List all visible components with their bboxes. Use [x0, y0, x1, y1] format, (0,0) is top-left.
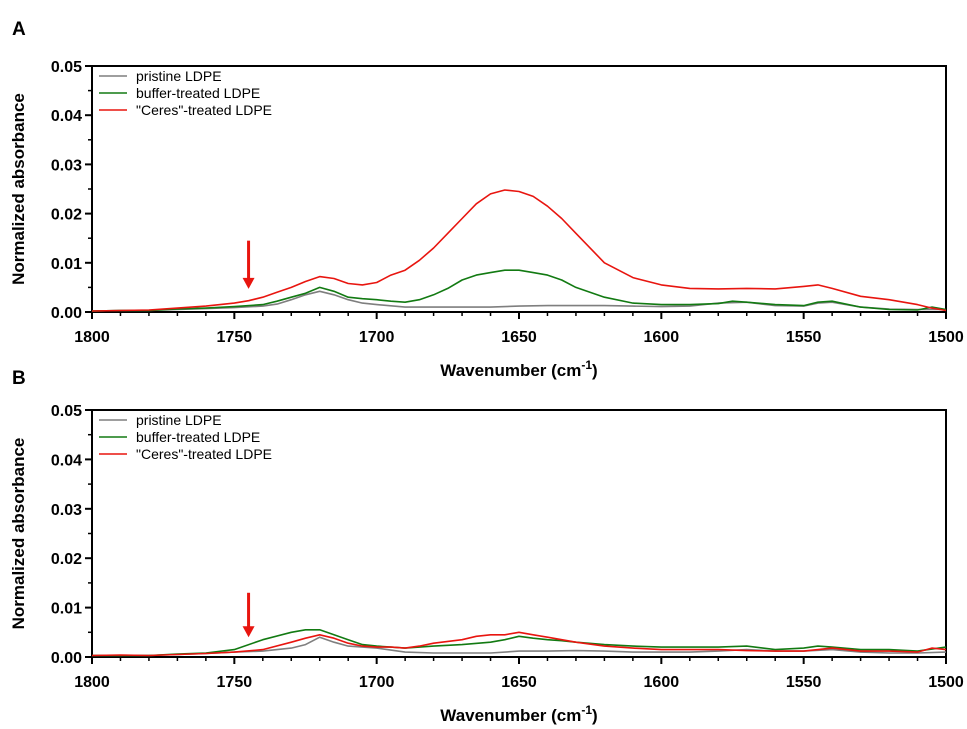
panel-a: A 0.00 0.01 0.02 0.03 0.04 0.05 1800 1750 1700 165…	[9, 19, 964, 380]
legend-label: buffer-treated LDPE	[136, 85, 260, 101]
y-axis-title: Normalized absorbance	[9, 438, 28, 630]
y-tick-label: 0.02	[51, 551, 82, 568]
y-tick-label: 0.01	[51, 256, 82, 273]
y-tick-label: 0.03	[51, 502, 82, 519]
legend-label: "Ceres"-treated LDPE	[136, 446, 272, 462]
panel-letter: B	[12, 368, 26, 389]
x-tick-label: 1700	[359, 674, 395, 691]
x-tick-label: 1650	[501, 329, 537, 346]
panel-b: B 0.00 0.01 0.02 0.03 0.04 0.05 1800 1750 1700 165…	[9, 368, 964, 725]
x-tick-label: 1800	[74, 329, 110, 346]
y-tick-label: 0.04	[51, 108, 82, 125]
y-tick-label: 0.03	[51, 157, 82, 174]
series-line-buffer-treated-ldpe	[91, 269, 947, 312]
x-tick-label: 1650	[501, 674, 537, 691]
x-tick-label: 1550	[786, 674, 822, 691]
x-axis-title: Wavenumber (cm-1)	[440, 703, 597, 725]
x-tick-label: 1600	[644, 329, 680, 346]
x-tick-label: 1600	[644, 674, 680, 691]
series-line-ceres-treated-ldpe	[91, 631, 947, 657]
panel-letter: A	[12, 19, 26, 40]
x-axis-title: Wavenumber (cm-1)	[440, 358, 597, 380]
y-tick-label: 0.00	[51, 305, 82, 322]
y-tick-label: 0.00	[51, 650, 82, 667]
legend-label: pristine LDPE	[136, 412, 222, 428]
arrow-head	[242, 277, 255, 289]
series-line-buffer-treated-ldpe	[92, 628, 947, 657]
x-tick-label: 1500	[928, 329, 964, 346]
series-line-ceres-treated-ldpe	[91, 189, 947, 312]
y-tick-label: 0.01	[51, 601, 82, 618]
x-tick-label: 1750	[217, 674, 253, 691]
y-axis-title: Normalized absorbance	[9, 93, 28, 285]
x-tick-label: 1550	[786, 329, 822, 346]
legend-label: "Ceres"-treated LDPE	[136, 102, 272, 118]
y-tick-label: 0.05	[51, 59, 82, 76]
y-tick-label: 0.04	[51, 452, 82, 469]
x-tick-label: 1700	[359, 329, 395, 346]
x-tick-label: 1500	[928, 674, 964, 691]
legend-label: buffer-treated LDPE	[136, 429, 260, 445]
legend-label: pristine LDPE	[136, 68, 222, 84]
arrow-head	[242, 626, 255, 638]
x-tick-label: 1800	[74, 674, 110, 691]
x-tick-label: 1750	[217, 329, 253, 346]
y-tick-label: 0.02	[51, 207, 82, 224]
y-tick-label: 0.05	[51, 403, 82, 420]
